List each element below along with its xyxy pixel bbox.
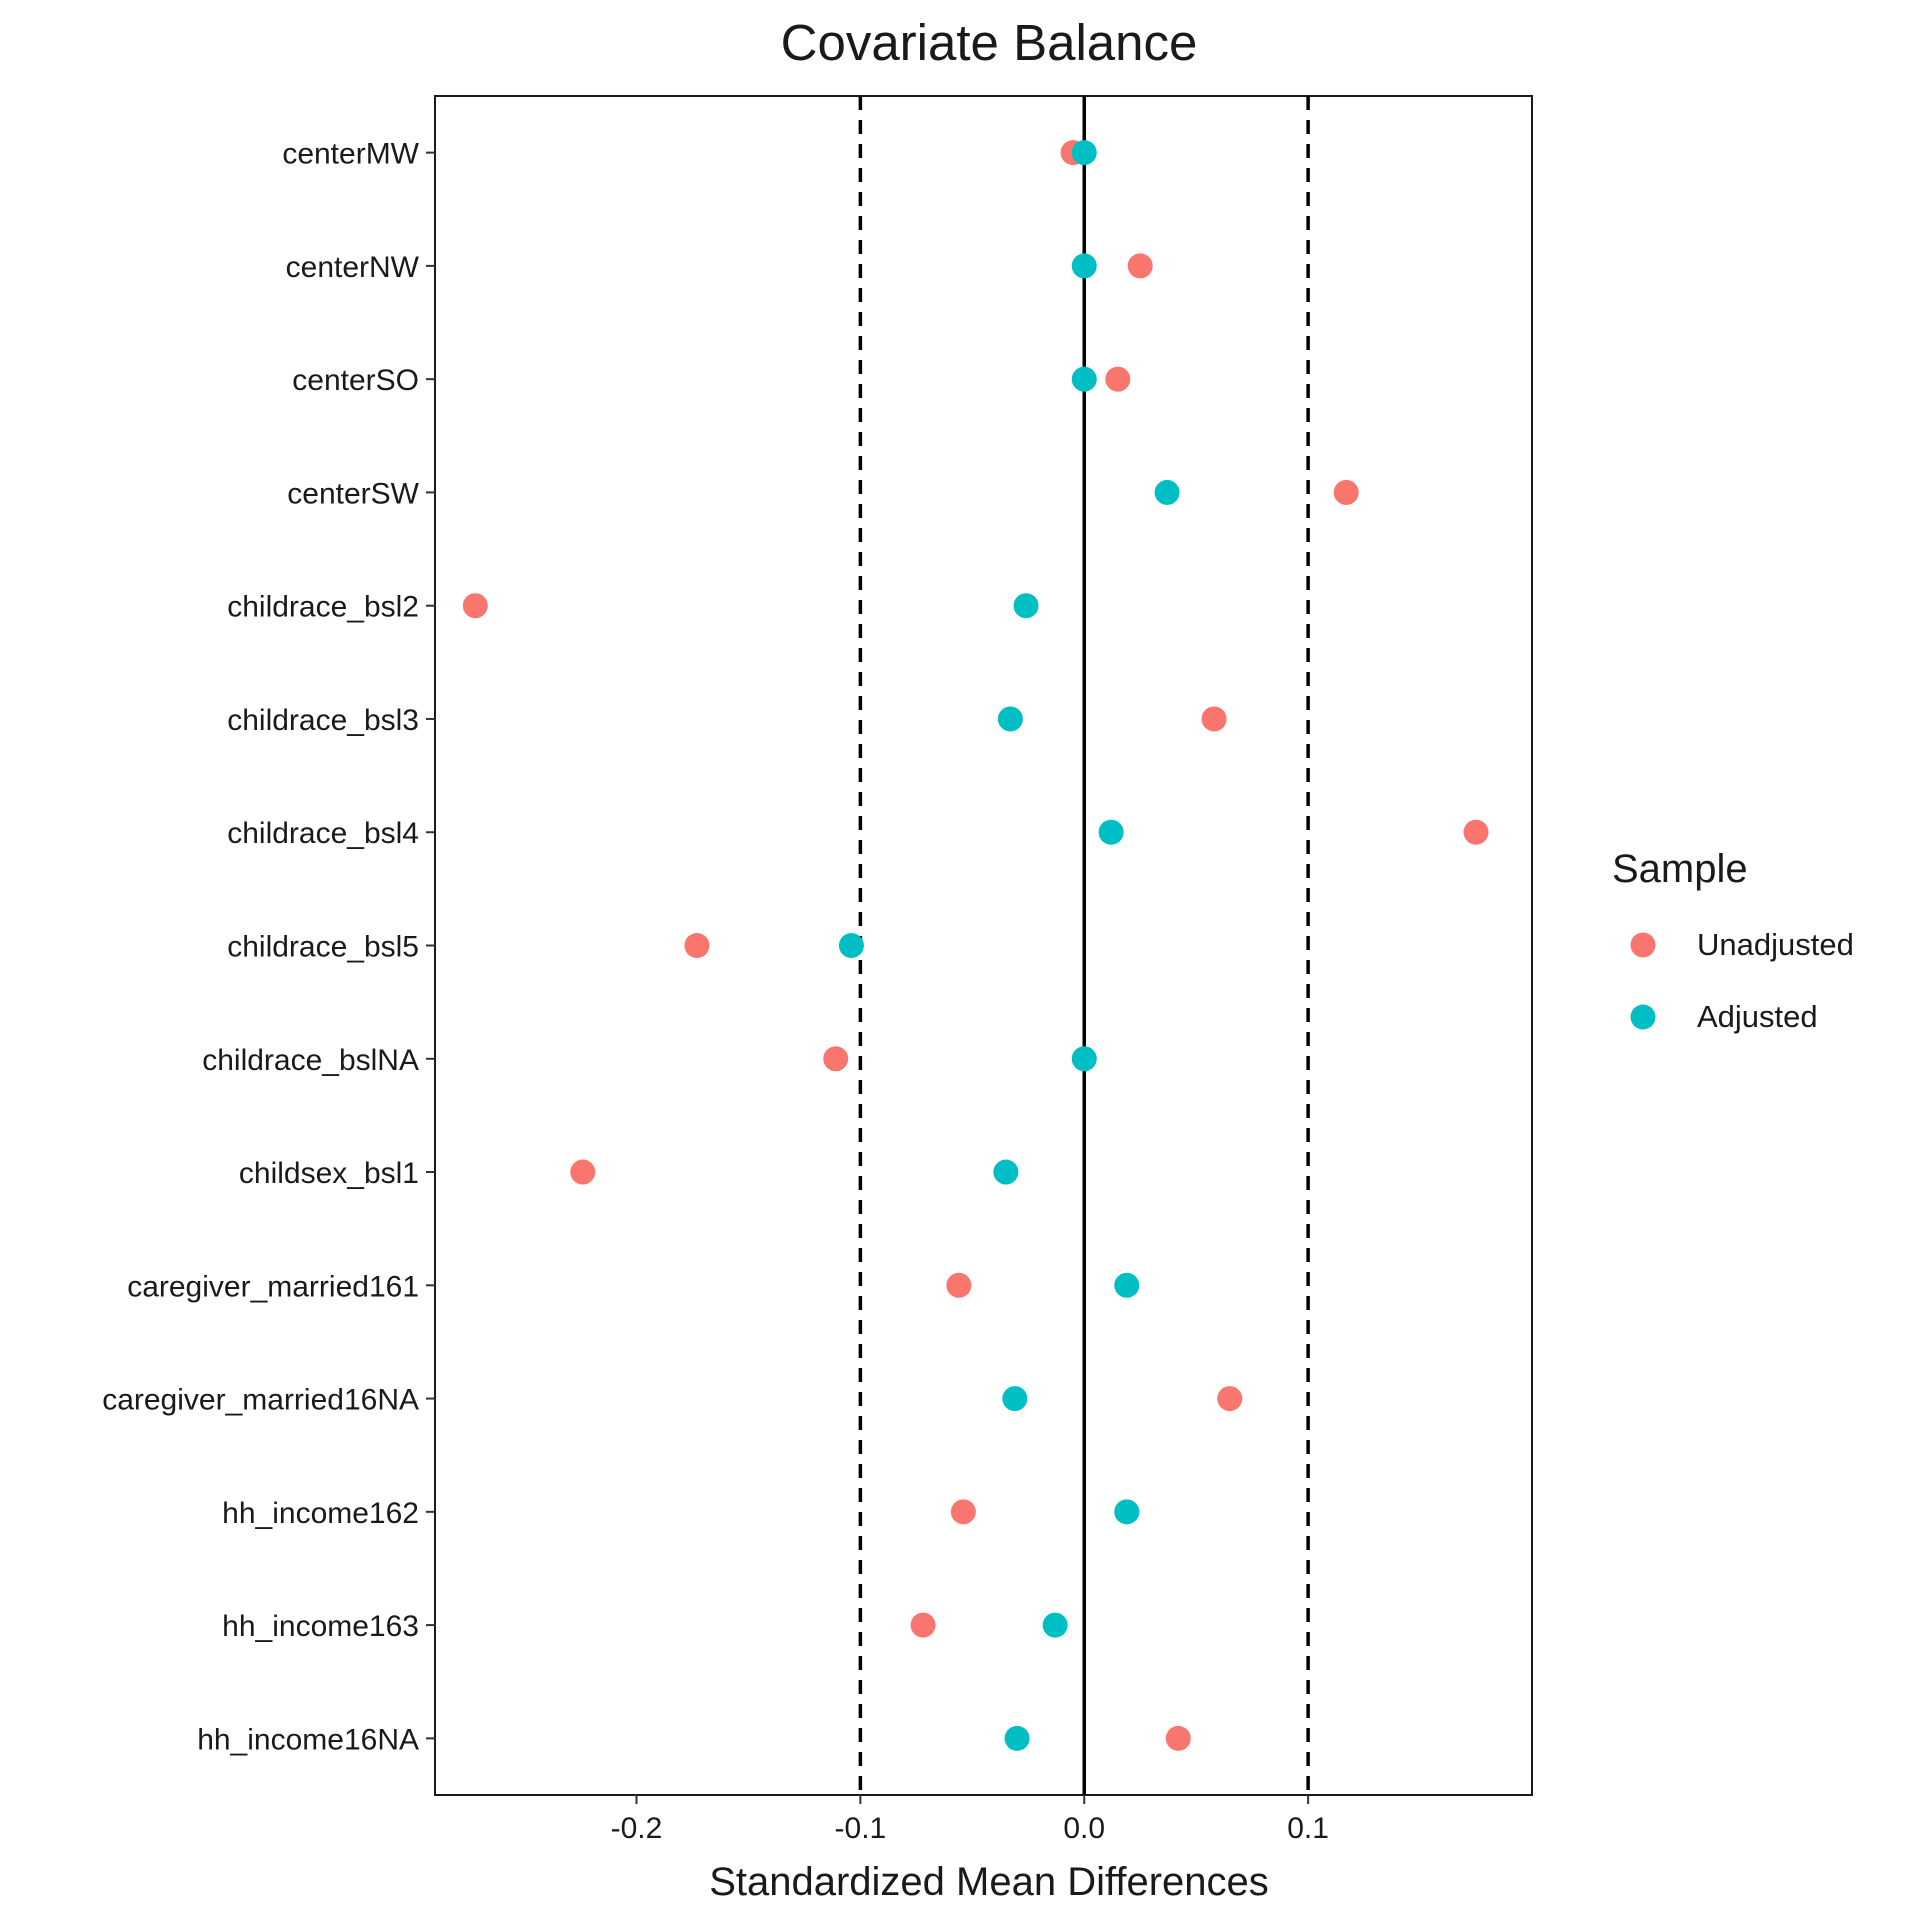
data-points <box>462 140 1489 1751</box>
legend-label-adjusted: Adjusted <box>1697 999 1818 1034</box>
point-adjusted <box>1071 1046 1097 1072</box>
point-adjusted <box>1013 593 1039 619</box>
legend-label-unadjusted: Unadjusted <box>1697 927 1854 962</box>
reference-lines <box>858 96 1310 1795</box>
y-tick-label: childrace_bsl5 <box>227 931 419 964</box>
point-adjusted <box>997 706 1023 732</box>
y-tick-label: centerMW <box>282 138 419 171</box>
point-adjusted <box>1154 479 1180 505</box>
y-tick-label: childsex_bsl1 <box>239 1157 419 1190</box>
x-tick-label: 0.1 <box>1287 1812 1329 1845</box>
plot-panel <box>434 95 1533 1796</box>
point-unadjusted <box>570 1159 596 1185</box>
point-adjusted <box>1098 819 1124 845</box>
point-adjusted <box>1002 1386 1028 1412</box>
chart-title: Covariate Balance <box>781 14 1198 71</box>
y-tick-label: hh_income16NA <box>197 1723 419 1756</box>
y-tick-label: centerSO <box>292 364 419 397</box>
y-tick-label: caregiver_married16NA <box>102 1384 419 1417</box>
point-adjusted <box>1004 1725 1030 1751</box>
point-adjusted <box>1071 140 1097 166</box>
y-tick-label: hh_income162 <box>222 1497 419 1530</box>
point-unadjusted <box>1333 479 1359 505</box>
y-tick-label: childrace_bsl2 <box>227 591 419 624</box>
legend: Sample Unadjusted Adjusted <box>1612 847 1854 1034</box>
x-axis-title: Standardized Mean Differences <box>709 1860 1269 1904</box>
point-unadjusted <box>1463 819 1489 845</box>
y-tick-label: centerNW <box>286 251 420 284</box>
point-adjusted <box>1071 253 1097 279</box>
point-adjusted <box>1114 1272 1140 1298</box>
point-unadjusted <box>946 1272 972 1298</box>
point-unadjusted <box>1217 1386 1243 1412</box>
y-tick-label: hh_income163 <box>222 1610 419 1643</box>
x-tick-label: 0.0 <box>1063 1812 1105 1845</box>
y-tick-label: centerSW <box>287 477 419 510</box>
point-unadjusted <box>950 1499 976 1525</box>
x-tick-label: -0.2 <box>611 1812 663 1845</box>
point-adjusted <box>993 1159 1019 1185</box>
y-tick-label: childrace_bsl3 <box>227 704 419 737</box>
y-tick-label: childrace_bslNA <box>202 1044 419 1077</box>
point-adjusted <box>1042 1612 1068 1638</box>
point-unadjusted <box>1127 253 1153 279</box>
point-unadjusted <box>823 1046 849 1072</box>
point-adjusted <box>1071 366 1097 392</box>
point-unadjusted <box>1105 366 1131 392</box>
x-axis: -0.2 -0.1 0.0 0.1 <box>611 1795 1329 1845</box>
legend-key-adjusted <box>1630 1004 1656 1030</box>
point-unadjusted <box>910 1612 936 1638</box>
point-adjusted <box>838 933 864 958</box>
point-adjusted <box>1114 1499 1140 1525</box>
y-tick-label: caregiver_married161 <box>127 1270 419 1303</box>
point-unadjusted <box>462 593 488 619</box>
legend-key-unadjusted <box>1630 932 1656 958</box>
y-axis: centerMW centerNW centerSO centerSW childrac… <box>102 138 435 1756</box>
legend-title: Sample <box>1612 847 1748 891</box>
panel-border <box>434 95 1533 1796</box>
x-tick-label: -0.1 <box>835 1812 887 1845</box>
point-unadjusted <box>684 933 710 958</box>
y-tick-label: childrace_bsl4 <box>227 817 419 850</box>
point-unadjusted <box>1201 706 1227 732</box>
point-unadjusted <box>1165 1725 1191 1751</box>
